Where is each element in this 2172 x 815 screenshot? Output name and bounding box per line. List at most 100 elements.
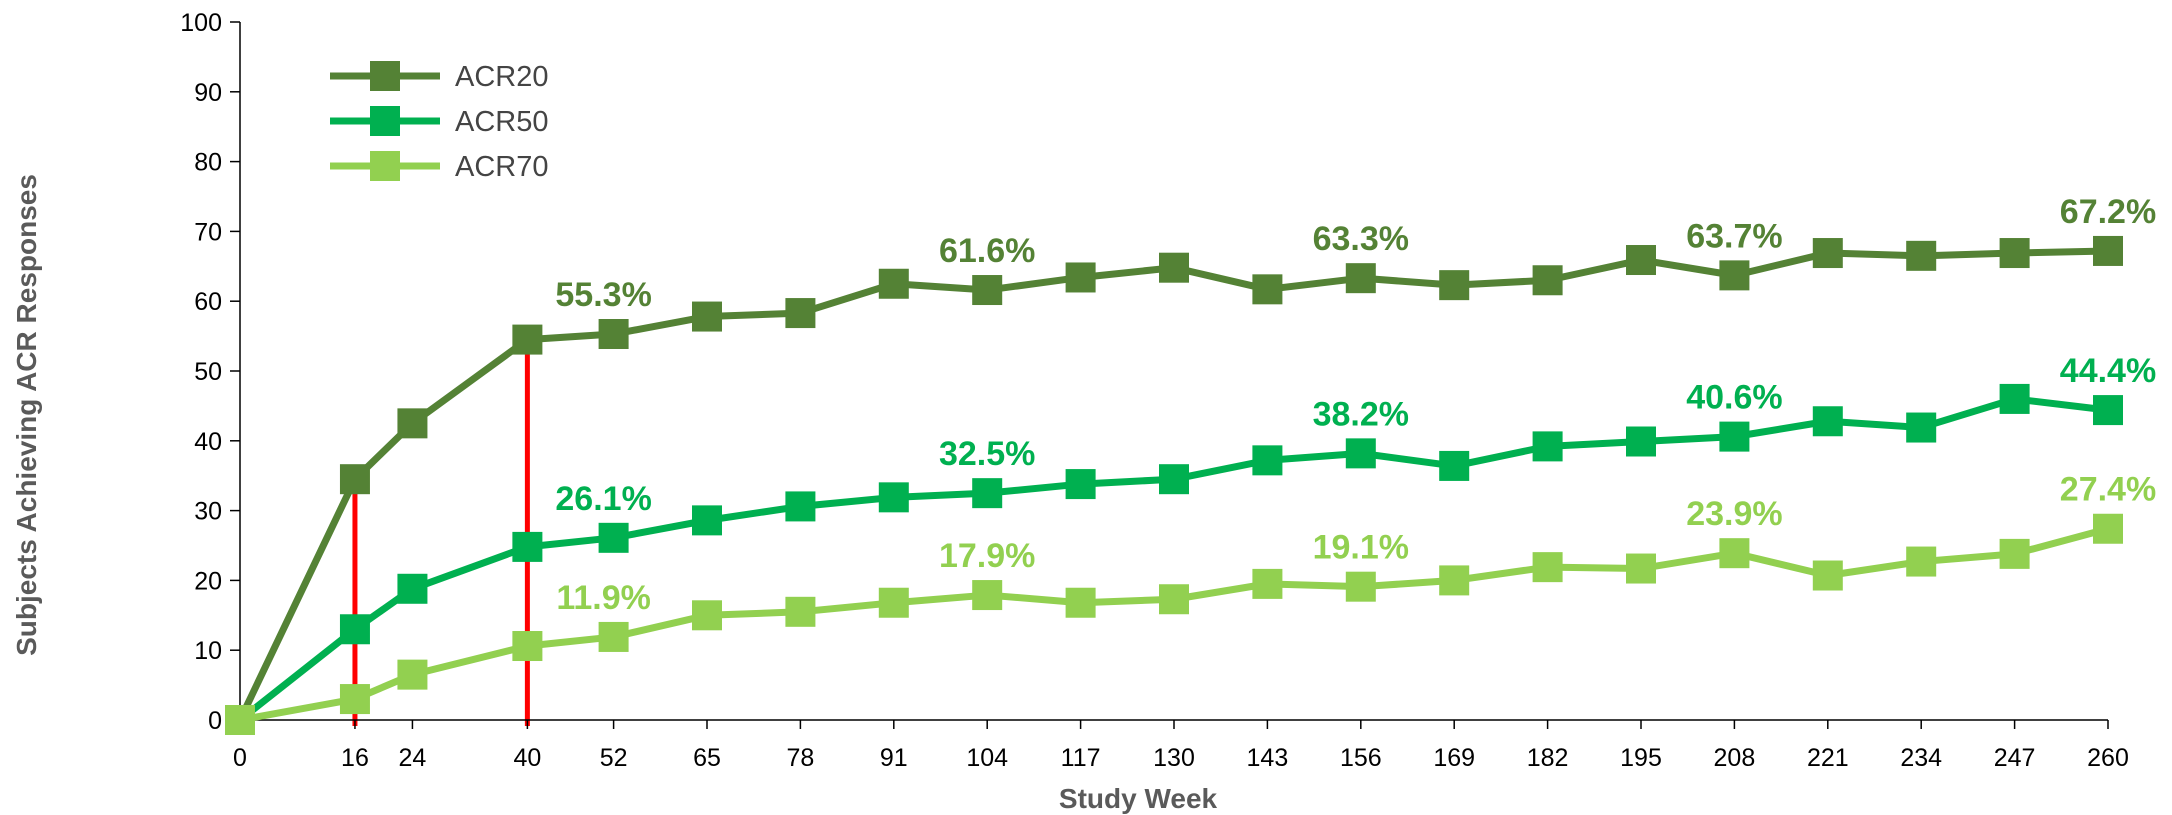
x-tick-label: 156 <box>1340 744 1382 772</box>
x-tick-label: 78 <box>786 744 814 772</box>
x-tick-label: 234 <box>1900 744 1942 772</box>
data-point-acr50 <box>1999 383 2030 414</box>
data-point-acr20 <box>1159 252 1189 283</box>
data-label-acr50: 40.6% <box>1686 379 1782 417</box>
data-label-acr20: 63.7% <box>1686 217 1782 255</box>
data-point-acr50 <box>598 522 629 553</box>
data-point-acr50 <box>1159 464 1189 495</box>
x-tick-label: 260 <box>2087 744 2129 772</box>
data-point-acr70 <box>339 684 370 715</box>
x-axis-title: Study Week <box>1059 783 1218 814</box>
y-tick-label: 80 <box>194 149 222 177</box>
data-label-acr20: 67.2% <box>2060 193 2156 231</box>
legend-label: ACR70 <box>455 151 549 183</box>
data-label-acr70: 23.9% <box>1686 495 1782 533</box>
data-label-acr70: 17.9% <box>939 537 1035 575</box>
data-point-acr50 <box>1345 438 1376 469</box>
y-tick-label: 60 <box>194 288 222 316</box>
data-point-acr20 <box>1065 262 1096 293</box>
data-point-acr70 <box>785 596 816 627</box>
data-point-acr20 <box>785 298 816 329</box>
data-point-acr70 <box>512 631 543 662</box>
x-tick-label: 182 <box>1527 744 1569 772</box>
y-axis-title: Subjects Achieving ACR Responses <box>11 174 42 656</box>
data-point-acr20 <box>1439 270 1470 301</box>
x-tick-label: 52 <box>600 744 628 772</box>
data-point-acr20 <box>397 408 428 439</box>
data-point-acr50 <box>397 573 428 604</box>
data-point-acr20 <box>692 301 722 332</box>
data-point-acr50 <box>339 614 370 645</box>
x-tick-label: 208 <box>1714 744 1756 772</box>
data-point-acr50 <box>1812 406 1843 437</box>
data-point-acr70 <box>1065 587 1096 618</box>
data-point-acr20 <box>1345 263 1376 294</box>
data-point-acr50 <box>512 531 543 562</box>
data-label-acr50: 26.1% <box>555 480 651 518</box>
data-point-acr70 <box>972 580 1003 611</box>
y-tick-label: 30 <box>194 498 222 526</box>
y-tick-label: 50 <box>194 358 222 386</box>
data-point-acr50 <box>972 478 1003 509</box>
x-tick-label: 221 <box>1807 744 1849 772</box>
data-label-acr20: 61.6% <box>939 232 1035 270</box>
data-point-acr20 <box>1626 245 1656 276</box>
data-label-acr50: 32.5% <box>939 435 1035 473</box>
x-tick-label: 130 <box>1153 744 1195 772</box>
x-tick-label: 24 <box>399 744 427 772</box>
data-point-acr50 <box>1065 469 1096 500</box>
data-point-acr70 <box>397 659 428 690</box>
data-point-acr50 <box>878 482 909 513</box>
data-point-acr50 <box>692 505 722 536</box>
legend-swatch-marker <box>370 106 400 136</box>
data-point-acr70 <box>692 600 722 631</box>
data-point-acr70 <box>1252 568 1283 599</box>
data-point-acr20 <box>1906 240 1937 271</box>
x-tick-label: 117 <box>1061 744 1101 772</box>
y-tick-label: 0 <box>208 707 222 735</box>
data-label-acr70: 11.9% <box>556 579 651 617</box>
legend-label: ACR50 <box>455 106 549 138</box>
x-tick-label: 0 <box>233 744 247 772</box>
data-label-acr70: 27.4% <box>2060 471 2156 509</box>
data-point-acr70 <box>1812 560 1843 591</box>
x-tick-label: 104 <box>966 744 1008 772</box>
data-point-acr70 <box>225 705 255 735</box>
data-point-acr20 <box>1812 238 1843 269</box>
data-point-acr20 <box>2093 235 2123 266</box>
data-point-acr70 <box>1439 565 1470 596</box>
data-point-acr20 <box>339 464 370 495</box>
y-tick-label: 100 <box>180 9 222 37</box>
data-point-acr20 <box>1532 265 1563 296</box>
y-tick-label: 20 <box>194 567 222 595</box>
y-tick-label: 40 <box>194 428 222 456</box>
data-label-acr50: 38.2% <box>1313 395 1409 433</box>
data-labels: 55.3% 61.6% 63.3% 63.7% 67.2% 26.1% 32.5% 38.2%… <box>555 193 2156 617</box>
data-point-acr50 <box>1906 412 1937 443</box>
x-tick-label: 91 <box>880 744 908 772</box>
data-point-acr70 <box>1719 538 1750 569</box>
data-point-acr50 <box>1626 426 1656 457</box>
y-tick-label: 70 <box>194 218 222 246</box>
x-tick-label: 247 <box>1994 744 2036 772</box>
legend-swatch-marker <box>370 61 400 91</box>
data-point-acr50 <box>1439 450 1470 481</box>
legend: ACR20 ACR50 ACR70 <box>330 61 549 183</box>
data-point-acr70 <box>878 587 909 618</box>
data-point-acr20 <box>1252 274 1283 305</box>
series-group <box>225 235 2123 735</box>
data-label-acr70: 19.1% <box>1313 529 1409 567</box>
x-tick-label: 143 <box>1247 744 1289 772</box>
data-point-acr20 <box>512 324 543 355</box>
x-tick-label: 40 <box>513 744 541 772</box>
data-point-acr20 <box>878 268 909 299</box>
data-point-acr50 <box>2093 395 2123 426</box>
data-label-acr20: 55.3% <box>555 276 651 314</box>
axes: 0 10 20 30 40 50 60 70 80 90 100 0 16 24 40 52 65 78 91 104… <box>180 9 2129 772</box>
x-tick-label: 169 <box>1433 744 1475 772</box>
data-point-acr20 <box>972 275 1003 306</box>
y-tick-label: 10 <box>194 637 222 665</box>
legend-swatch-marker <box>370 151 400 181</box>
data-point-acr70 <box>1906 546 1937 577</box>
